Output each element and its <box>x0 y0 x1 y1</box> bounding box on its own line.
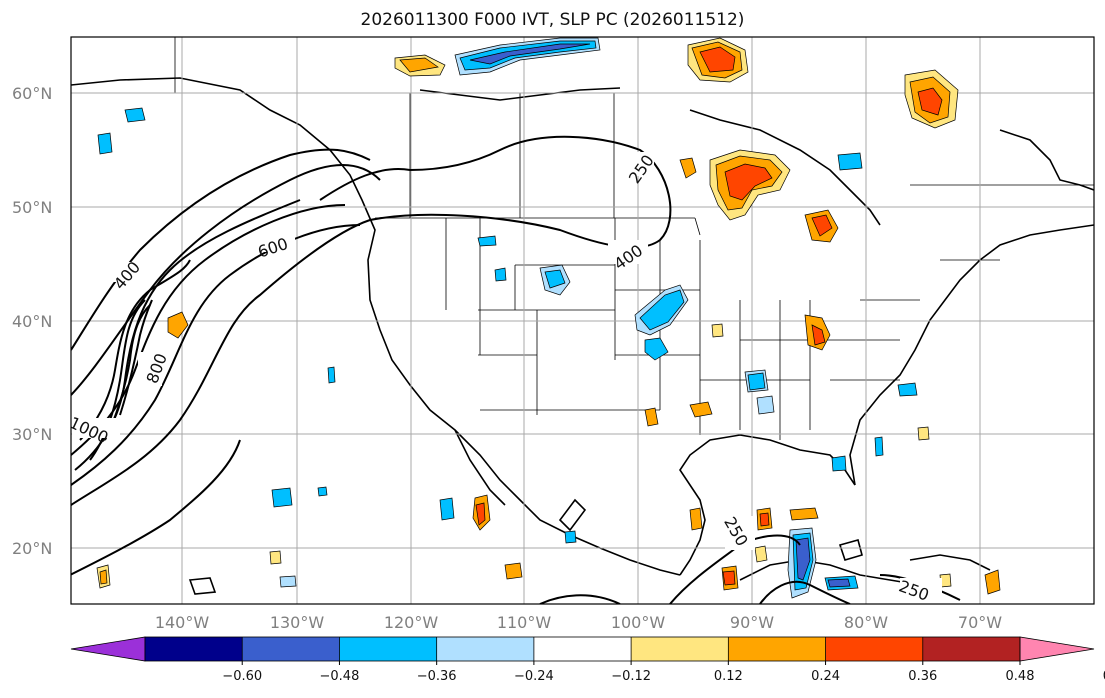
colorbar-segment <box>242 637 340 661</box>
colorbar-tick-label: −0.60 <box>222 669 262 684</box>
latitude-labels: 60°N 50°N 40°N 30°N 20°N <box>12 84 52 558</box>
colorbar-segment <box>533 637 632 661</box>
colorbar-tick-label: 0.24 <box>811 669 840 684</box>
colorbar-extend-right <box>1019 636 1095 662</box>
map-title: 2026011300 F000 IVT, SLP PC (2026011512) <box>360 10 745 30</box>
plot-frame <box>70 36 1095 605</box>
positive-anomaly-patches <box>96 37 1001 595</box>
colorbar-segment <box>436 637 534 661</box>
contour-labels: 400 600 800 1000 250 400 250 250 <box>71 151 942 604</box>
colorbar-segment <box>825 637 923 661</box>
colorbar-tick-label: −0.24 <box>514 669 554 684</box>
lat-label: 40°N <box>12 312 52 331</box>
colorbar-tick-label: 0.60 <box>1103 669 1105 684</box>
longitude-labels: 140°W 130°W 120°W 110°W 100°W 90°W 80°W … <box>155 613 1002 632</box>
colorbar-segment <box>728 637 826 661</box>
colorbar-segment <box>631 637 729 661</box>
colorbar-segment <box>922 637 1020 661</box>
lat-label: 20°N <box>12 539 52 558</box>
lat-label: 60°N <box>12 84 52 103</box>
lon-label: 100°W <box>611 613 666 632</box>
lat-label: 50°N <box>12 198 52 217</box>
colorbar-segment <box>339 637 437 661</box>
map-plot-area: 400 600 800 1000 250 400 250 250 <box>70 36 1095 605</box>
lon-label: 110°W <box>497 613 552 632</box>
lon-label: 140°W <box>155 613 210 632</box>
lat-label: 30°N <box>12 425 52 444</box>
lon-label: 120°W <box>384 613 439 632</box>
colorbar-segment <box>145 637 243 661</box>
colorbar-tick-label: −0.48 <box>320 669 360 684</box>
colorbar-tick-label: −0.12 <box>611 669 651 684</box>
lon-label: 80°W <box>844 613 888 632</box>
colorbar-tick-label: −0.36 <box>417 669 457 684</box>
colorbar-tick-label: 0.36 <box>908 669 937 684</box>
colorbar-tick-label: 0.12 <box>714 669 743 684</box>
colorbar: −0.60 −0.48 −0.36 −0.24 −0.12 0.12 0.24 0.36 0.4… <box>70 636 1105 684</box>
colorbar-extend-left <box>70 636 146 662</box>
lon-label: 70°W <box>958 613 1002 632</box>
lon-label: 90°W <box>730 613 774 632</box>
colorbar-tick-label: 0.48 <box>1006 669 1035 684</box>
lon-label: 130°W <box>270 613 325 632</box>
negative-anomaly-patches <box>97 37 918 599</box>
